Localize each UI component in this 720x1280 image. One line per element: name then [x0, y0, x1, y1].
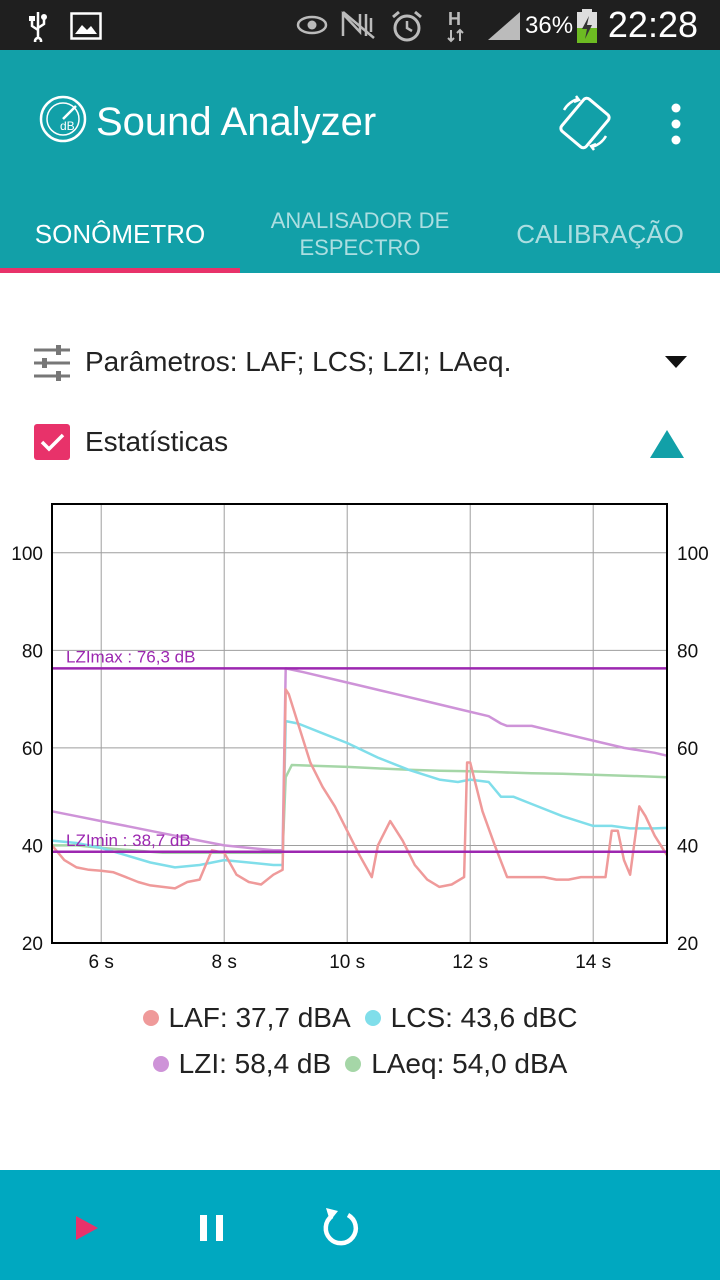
legend-item-lzi: LZI: 58,4 dB — [152, 1048, 332, 1080]
status-bar: H 36% 22:28 — [0, 0, 720, 50]
pause-icon[interactable] — [184, 1200, 240, 1256]
tab-bar: SONÔMETRO ANALISADOR DE ESPECTRO CALIBRA… — [0, 195, 720, 273]
y-tick-right-1: 40 — [677, 836, 698, 857]
legend-row-1: LAF: 37,7 dBA LCS: 43,6 dBC — [0, 995, 720, 1041]
sound-level-chart: 20 40 60 80 100 20 40 60 80 100 6 s 8 s 10 s 12 s 14… — [11, 503, 709, 973]
series-line-laf — [51, 688, 669, 890]
legend-row-2: LZI: 58,4 dB LAeq: 54,0 dBA — [0, 1041, 720, 1087]
statistics-toggle-row: Estatísticas — [0, 410, 720, 476]
signal-icon — [488, 12, 520, 40]
tab-analisador-line1: ANALISADOR DE — [270, 208, 450, 233]
app-title: Sound Analyzer — [96, 100, 377, 144]
app-bar: dB Sound Analyzer — [0, 50, 720, 195]
check-icon — [40, 433, 65, 452]
reference-lines: LZImax : 76,3 dB LZImin : 38,7 dB — [52, 647, 667, 854]
battery-charging-icon — [577, 9, 597, 43]
y-tick-right-4: 100 — [677, 544, 709, 565]
more-options-icon[interactable] — [662, 100, 690, 148]
y-tick-right-2: 60 — [677, 739, 698, 760]
y-tick-left-2: 60 — [22, 739, 43, 760]
legend-item-laeq: LAeq: 54,0 dBA — [345, 1048, 567, 1080]
legend-label-laf: LAF: 37,7 dBA — [168, 1002, 351, 1033]
legend-dot-laeq — [345, 1056, 362, 1072]
legend-label-laeq: LAeq: 54,0 dBA — [371, 1048, 568, 1079]
playback-controls — [0, 1170, 720, 1280]
y-tick-left-4: 100 — [11, 544, 43, 565]
legend-item-lcs: LCS: 43,6 dBC — [364, 1002, 578, 1034]
collapse-arrow-icon[interactable] — [650, 428, 684, 458]
svg-text:dB: dB — [60, 119, 75, 133]
db-logo-icon: dB — [39, 95, 87, 143]
y-tick-right-0: 20 — [677, 934, 698, 955]
statistics-checkbox[interactable] — [34, 424, 70, 460]
x-tick-4: 14 s — [575, 952, 611, 973]
play-icon[interactable] — [60, 1200, 116, 1256]
tab-calibracao[interactable]: CALIBRAÇÃO — [480, 195, 720, 273]
plot-frame — [51, 503, 668, 944]
y-tick-labels-right: 20 40 60 80 100 — [677, 544, 709, 955]
tab-analisador-line2: ESPECTRO — [299, 235, 421, 260]
data-h-icon: H — [447, 9, 464, 43]
parameters-selector[interactable]: Parâmetros: LAF; LCS; LZI; LAeq. — [0, 330, 720, 396]
y-tick-left-1: 40 — [22, 836, 43, 857]
tab-analisador-label: ANALISADOR DE ESPECTRO — [271, 207, 450, 261]
x-tick-0: 6 s — [89, 952, 114, 973]
tab-calibracao-label: CALIBRAÇÃO — [516, 218, 684, 249]
eye-icon — [296, 15, 328, 35]
series-line-lcs — [51, 719, 668, 869]
y-tick-left-0: 20 — [22, 934, 43, 955]
legend-dot-lcs — [364, 1010, 381, 1026]
legend-item-laf: LAF: 37,7 dBA — [142, 1002, 351, 1034]
image-icon — [70, 12, 102, 40]
tab-indicator — [0, 268, 240, 273]
tune-sliders-icon — [34, 345, 70, 381]
statistics-label: Estatísticas — [85, 426, 229, 457]
ref-label-0: LZImax : 76,3 dB — [66, 647, 195, 666]
chart-legend: LAF: 37,7 dBA LCS: 43,6 dBC LZI: 58,4 dB… — [0, 995, 720, 1095]
legend-label-lcs: LCS: 43,6 dBC — [390, 1002, 578, 1033]
reset-icon[interactable] — [312, 1200, 368, 1256]
legend-dot-lzi — [152, 1056, 169, 1072]
x-tick-3: 12 s — [452, 952, 488, 973]
alarm-icon — [392, 10, 422, 42]
tab-analisador-espectro[interactable]: ANALISADOR DE ESPECTRO — [240, 195, 480, 273]
legend-dot-laf — [142, 1010, 159, 1026]
clock-time: 22:28 — [607, 4, 698, 45]
x-tick-2: 10 s — [329, 952, 365, 973]
x-tick-labels: 6 s 8 s 10 s 12 s 14 s — [89, 952, 612, 973]
y-tick-labels-left: 20 40 60 80 100 — [11, 544, 43, 955]
tab-sonometro-label: SONÔMETRO — [34, 218, 206, 249]
legend-label-lzi: LZI: 58,4 dB — [178, 1048, 332, 1079]
ref-label-1: LZImin : 38,7 dB — [66, 831, 191, 850]
battery-percent: 36% — [525, 12, 574, 39]
svg-text:H: H — [448, 9, 461, 29]
y-tick-right-3: 80 — [677, 641, 698, 662]
x-tick-1: 8 s — [212, 952, 237, 973]
usb-icon — [29, 12, 47, 42]
series-line-lzi — [51, 667, 668, 852]
chart-series — [51, 667, 669, 890]
dropdown-arrow-icon[interactable] — [665, 356, 687, 370]
tab-sonometro[interactable]: SONÔMETRO — [0, 195, 240, 273]
screen-rotation-icon[interactable] — [556, 94, 614, 152]
parameters-label: Parâmetros: LAF; LCS; LZI; LAeq. — [85, 346, 512, 377]
y-tick-left-3: 80 — [22, 641, 43, 662]
nfc-icon — [341, 10, 375, 39]
